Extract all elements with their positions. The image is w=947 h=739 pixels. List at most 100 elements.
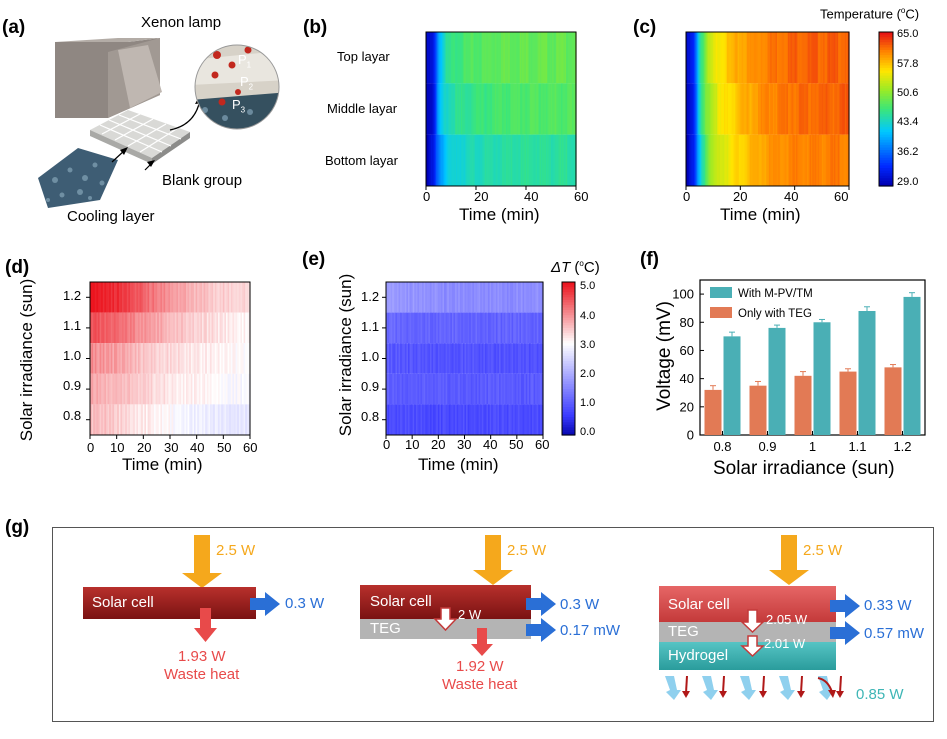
e-heat-cell [508, 343, 511, 374]
b-heat-cell [533, 83, 536, 135]
c-heat-cell [843, 134, 846, 186]
b-heat-cell [573, 32, 576, 84]
b-heat-cell [469, 32, 472, 84]
d-heat-cell [179, 282, 182, 313]
e-heat-cell [513, 282, 516, 313]
e-heat-cell [511, 343, 514, 374]
e-heat-cell [497, 282, 500, 313]
d-heat-cell [245, 312, 248, 344]
e-heat-cell [439, 404, 442, 435]
e-heat-cell [506, 404, 510, 435]
c-heat-cell [831, 83, 834, 135]
e-heat-cell [448, 343, 451, 374]
e-heat-cell [445, 312, 448, 344]
c-heat-cell [844, 32, 847, 84]
d-heat-cell [227, 373, 230, 405]
c-heat-cell [838, 83, 841, 135]
b-heat-cell [426, 83, 428, 135]
d-heat-cell [218, 312, 221, 344]
e-colorbar-swatch [562, 378, 575, 383]
e-heat-cell [513, 404, 516, 435]
e-heat-cell [538, 312, 541, 344]
c-heat-cell [706, 134, 709, 186]
b-heat-cell [524, 83, 527, 135]
e-colorbar-swatch [562, 294, 575, 298]
e-heat-cell [420, 373, 423, 405]
c-heat-cell [721, 83, 724, 135]
c-heat-cell [706, 32, 709, 84]
d-heat-cell [110, 312, 113, 344]
b-heat-cell [471, 134, 473, 186]
d-heat-cell [224, 282, 227, 313]
d-heat-cell [130, 312, 133, 344]
d-heat-cell [246, 404, 249, 435]
c-heat-cell [832, 32, 835, 84]
b-heat-cell [513, 32, 516, 84]
d-heat-cell [154, 282, 157, 313]
c-heat-cell [757, 83, 760, 135]
e-heat-cell [539, 282, 543, 313]
d-heat-cell [194, 282, 197, 313]
e-heat-cell [431, 312, 434, 344]
e-heat-cell [510, 282, 513, 313]
f-legend-label: Only with TEG [738, 308, 812, 320]
e-heat-cell [525, 282, 528, 313]
e-heat-cell [473, 282, 477, 313]
d-heat-cell [235, 343, 238, 374]
d-heat-cell [246, 343, 249, 374]
e-heat-cell [536, 312, 539, 344]
b-heat-cell [526, 134, 528, 186]
d-heat-cell [125, 312, 128, 344]
d-heat-cell [211, 404, 214, 435]
d-heat-cell [125, 373, 128, 405]
d-heat-cell [139, 312, 142, 344]
b-heat-cell [531, 134, 533, 186]
b-heat-cell [549, 83, 552, 135]
c-heat-cell [691, 134, 694, 186]
e-heat-cell [412, 282, 415, 313]
e-heat-cell [475, 404, 478, 435]
c-heat-cell [791, 134, 794, 186]
d-heat-cell [149, 343, 152, 374]
e-heat-cell [481, 312, 484, 344]
b-heat-cell [469, 134, 472, 186]
b-heat-cell [522, 83, 525, 135]
b-heat-cell [568, 83, 571, 135]
c-heat-cell [760, 134, 763, 186]
b-heat-cell [427, 32, 430, 84]
d-heat-cell [245, 282, 248, 313]
e-colorbar-swatch [562, 427, 575, 431]
c-heat-cell [751, 134, 754, 186]
e-heat-cell [406, 343, 409, 374]
b-heat-cell [547, 32, 550, 84]
c-heat-cell [777, 32, 779, 84]
b-heat-cell [538, 83, 541, 135]
d-heat-cell [131, 404, 134, 435]
d-heat-cell [130, 343, 133, 374]
heat-flow-arrowhead [759, 691, 767, 698]
flow-arrow-3a [740, 609, 765, 634]
d-heat-cell [203, 282, 206, 313]
e-xtick: 50 [509, 437, 524, 452]
e-heat-cell [532, 343, 535, 374]
e-heat-cell [466, 343, 469, 374]
c-heat-cell [774, 83, 777, 135]
d-heat-cell [237, 343, 240, 374]
b-heat-cell [453, 32, 456, 84]
e-heat-cell [470, 404, 473, 435]
b-heat-cell [478, 83, 481, 135]
d-heat-cell [182, 312, 185, 344]
d-heat-cell [174, 282, 177, 313]
d-heat-cell [163, 404, 166, 435]
e-heat-cell [392, 404, 395, 435]
c-colorbar-swatch [879, 93, 893, 97]
d-heat-cell [222, 343, 225, 374]
d-heat-cell [229, 373, 232, 405]
b-heat-cell [488, 134, 491, 186]
e-heat-cell [486, 404, 489, 435]
b-heat-cell [556, 32, 558, 84]
heat-flow-arrow [685, 675, 688, 694]
b-heat-cell [486, 134, 488, 186]
b-heat-cell [472, 32, 475, 84]
